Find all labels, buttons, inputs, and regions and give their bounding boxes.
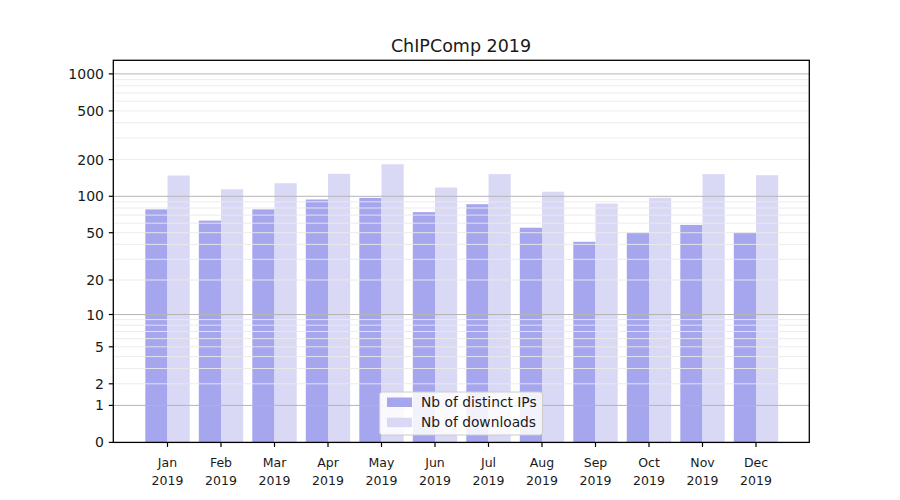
x-axis-month-label: Jun xyxy=(424,455,445,470)
y-axis-tick-label: 10 xyxy=(86,307,104,323)
chart-svg: 0 1 2 5 10 20 50 100 200 500 1000 Jan 2019 Feb 2019 Mar… xyxy=(0,0,900,500)
x-axis-month-label: Sep xyxy=(584,455,608,470)
bar-nb-of-downloads-sep xyxy=(596,204,618,443)
chart-root: 0 1 2 5 10 20 50 100 200 500 1000 Jan 2019 Feb 2019 Mar… xyxy=(68,60,809,488)
x-axis-year-label: 2019 xyxy=(312,473,344,488)
legend-label-nb-of-distinct-ips: Nb of distinct IPs xyxy=(421,394,537,410)
x-axis-year-label: 2019 xyxy=(205,473,237,488)
x-axis-month-label: Aug xyxy=(530,455,554,470)
chart-title: ChIPComp 2019 xyxy=(391,36,531,56)
y-axis-tick-label: 200 xyxy=(77,152,104,168)
x-axis-year-label: 2019 xyxy=(419,473,451,488)
bar-nb-of-distinct-ips-dec xyxy=(734,233,756,443)
y-axis-tick-label: 0 xyxy=(95,434,104,450)
y-axis-tick-label: 20 xyxy=(86,272,104,288)
x-axis-month-label: Jul xyxy=(480,455,496,470)
x-axis-month-label: Nov xyxy=(690,455,715,470)
x-axis-month-label: Apr xyxy=(317,455,339,470)
x-axis-year-label: 2019 xyxy=(687,473,719,488)
bar-nb-of-distinct-ips-sep xyxy=(573,242,595,443)
legend-swatch-nb-of-distinct-ips xyxy=(387,398,412,408)
chart-canvas: 0 1 2 5 10 20 50 100 200 500 1000 Jan 2019 Feb 2019 Mar… xyxy=(0,0,900,500)
y-axis-tick-label: 5 xyxy=(95,339,104,355)
y-axis-tick-label: 1000 xyxy=(68,66,104,82)
y-axis-tick-label: 2 xyxy=(95,376,104,392)
x-axis-month-label: Mar xyxy=(263,455,287,470)
bar-nb-of-downloads-aug xyxy=(542,192,564,443)
bar-nb-of-distinct-ips-apr xyxy=(306,200,328,443)
x-axis-month-label: Oct xyxy=(638,455,660,470)
x-axis-year-label: 2019 xyxy=(259,473,291,488)
x-axis-year-label: 2019 xyxy=(473,473,505,488)
x-axis-year-label: 2019 xyxy=(633,473,665,488)
x-axis-year-label: 2019 xyxy=(152,473,184,488)
y-axis-tick-label: 1 xyxy=(95,397,104,413)
x-axis-month-label: Jan xyxy=(157,455,177,470)
legend: Nb of distinct IPs Nb of downloads xyxy=(380,392,543,435)
bar-nb-of-distinct-ips-oct xyxy=(627,233,649,443)
x-axis-month-label: May xyxy=(369,455,395,470)
x-axis-year-label: 2019 xyxy=(580,473,612,488)
y-axis-tick-label: 500 xyxy=(77,103,104,119)
bar-nb-of-downloads-apr xyxy=(328,174,350,443)
bar-nb-of-downloads-nov xyxy=(703,174,725,442)
bar-nb-of-downloads-feb xyxy=(221,189,243,442)
x-axis-year-label: 2019 xyxy=(740,473,772,488)
legend-swatch-nb-of-downloads xyxy=(387,418,412,428)
bar-nb-of-downloads-mar xyxy=(275,183,297,442)
x-axis-year-label: 2019 xyxy=(366,473,398,488)
y-axis-tick-label: 100 xyxy=(77,188,104,204)
x-axis-month-label: Dec xyxy=(744,455,768,470)
legend-label-nb-of-downloads: Nb of downloads xyxy=(421,414,536,430)
bar-nb-of-distinct-ips-nov xyxy=(680,225,702,443)
x-axis-month-label: Feb xyxy=(210,455,232,470)
x-axis-year-label: 2019 xyxy=(526,473,558,488)
y-axis-tick-label: 50 xyxy=(86,225,104,241)
